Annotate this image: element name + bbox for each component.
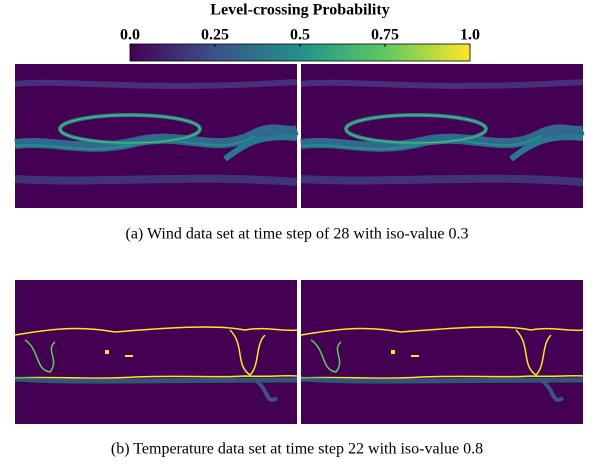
tick-label: 0.0 (120, 27, 140, 44)
tick-label: 0.25 (201, 27, 229, 44)
panel-image (15, 280, 297, 424)
tick-label: 0.5 (290, 27, 310, 44)
colorbar-title: Level-crossing Probability (210, 2, 389, 19)
panel-image (301, 280, 583, 424)
panel-image (15, 64, 297, 208)
caption: (a) Wind data set at time step of 28 wit… (126, 226, 469, 243)
caption: (b) Temperature data set at time step 22… (111, 441, 483, 458)
tick-label: 0.75 (371, 27, 399, 44)
tick-label: 1.0 (460, 27, 480, 44)
panel-image (301, 64, 583, 208)
